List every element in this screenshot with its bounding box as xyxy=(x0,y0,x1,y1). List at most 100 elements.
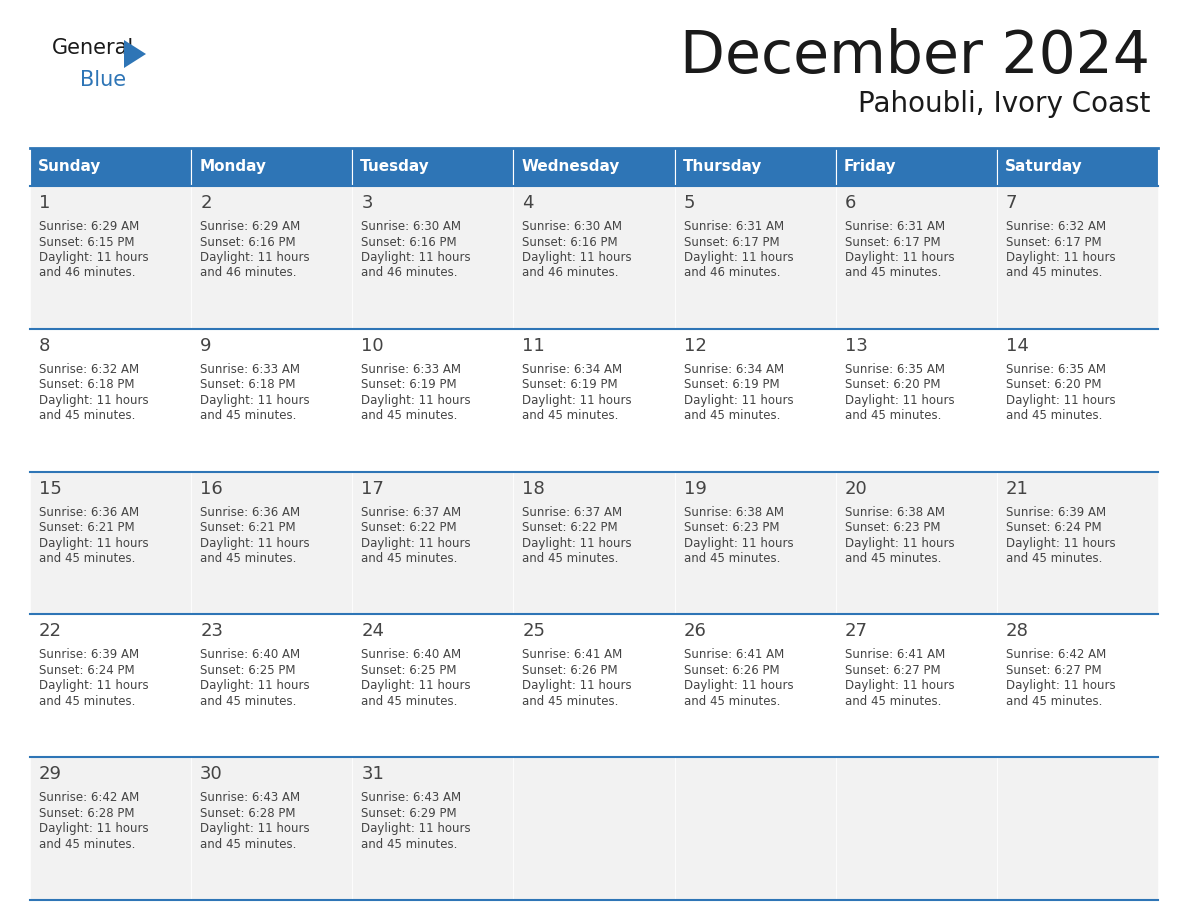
Bar xyxy=(675,186,835,329)
Bar xyxy=(997,614,1158,757)
Text: Daylight: 11 hours: Daylight: 11 hours xyxy=(200,679,310,692)
Text: 28: 28 xyxy=(1006,622,1029,641)
Text: 26: 26 xyxy=(683,622,707,641)
Text: Daylight: 11 hours: Daylight: 11 hours xyxy=(1006,679,1116,692)
Text: Sunrise: 6:37 AM: Sunrise: 6:37 AM xyxy=(361,506,461,519)
Text: and 46 minutes.: and 46 minutes. xyxy=(523,266,619,279)
Text: 17: 17 xyxy=(361,479,384,498)
Text: Sunrise: 6:41 AM: Sunrise: 6:41 AM xyxy=(523,648,623,661)
Text: Sunset: 6:27 PM: Sunset: 6:27 PM xyxy=(845,664,941,677)
Text: Sunset: 6:15 PM: Sunset: 6:15 PM xyxy=(39,236,134,249)
Text: 8: 8 xyxy=(39,337,50,354)
Text: Sunset: 6:20 PM: Sunset: 6:20 PM xyxy=(1006,378,1101,391)
Text: Sunset: 6:22 PM: Sunset: 6:22 PM xyxy=(523,521,618,534)
Text: Sunrise: 6:34 AM: Sunrise: 6:34 AM xyxy=(683,363,784,375)
Text: Daylight: 11 hours: Daylight: 11 hours xyxy=(1006,251,1116,264)
Bar xyxy=(191,148,353,186)
Text: 29: 29 xyxy=(39,766,62,783)
Text: Sunrise: 6:43 AM: Sunrise: 6:43 AM xyxy=(361,791,461,804)
Text: Daylight: 11 hours: Daylight: 11 hours xyxy=(361,823,470,835)
Text: and 45 minutes.: and 45 minutes. xyxy=(200,552,297,565)
Text: Daylight: 11 hours: Daylight: 11 hours xyxy=(361,537,470,550)
Text: Daylight: 11 hours: Daylight: 11 hours xyxy=(200,394,310,407)
Text: Sunrise: 6:32 AM: Sunrise: 6:32 AM xyxy=(1006,220,1106,233)
Text: Daylight: 11 hours: Daylight: 11 hours xyxy=(683,679,794,692)
Bar xyxy=(191,757,353,900)
Text: 25: 25 xyxy=(523,622,545,641)
Text: and 45 minutes.: and 45 minutes. xyxy=(361,552,457,565)
Text: Daylight: 11 hours: Daylight: 11 hours xyxy=(39,251,148,264)
Text: and 45 minutes.: and 45 minutes. xyxy=(523,552,619,565)
Text: 2: 2 xyxy=(200,194,211,212)
Text: 21: 21 xyxy=(1006,479,1029,498)
Text: General: General xyxy=(52,38,134,58)
Text: Daylight: 11 hours: Daylight: 11 hours xyxy=(683,251,794,264)
Bar xyxy=(191,186,353,329)
Text: Sunset: 6:26 PM: Sunset: 6:26 PM xyxy=(683,664,779,677)
Text: Sunset: 6:16 PM: Sunset: 6:16 PM xyxy=(200,236,296,249)
Text: Monday: Monday xyxy=(200,160,266,174)
Text: and 45 minutes.: and 45 minutes. xyxy=(361,695,457,708)
Text: Daylight: 11 hours: Daylight: 11 hours xyxy=(39,823,148,835)
Bar xyxy=(835,614,997,757)
Text: Sunset: 6:22 PM: Sunset: 6:22 PM xyxy=(361,521,457,534)
Bar xyxy=(353,472,513,614)
Text: Sunrise: 6:29 AM: Sunrise: 6:29 AM xyxy=(39,220,139,233)
Bar xyxy=(353,186,513,329)
Text: Daylight: 11 hours: Daylight: 11 hours xyxy=(1006,394,1116,407)
Text: 1: 1 xyxy=(39,194,50,212)
Text: Sunset: 6:24 PM: Sunset: 6:24 PM xyxy=(39,664,134,677)
Text: 18: 18 xyxy=(523,479,545,498)
Text: Daylight: 11 hours: Daylight: 11 hours xyxy=(683,394,794,407)
Bar xyxy=(30,148,191,186)
Bar xyxy=(675,472,835,614)
Text: and 45 minutes.: and 45 minutes. xyxy=(1006,695,1102,708)
Bar xyxy=(353,757,513,900)
Text: Sunset: 6:26 PM: Sunset: 6:26 PM xyxy=(523,664,618,677)
Text: Sunset: 6:16 PM: Sunset: 6:16 PM xyxy=(361,236,457,249)
Text: Blue: Blue xyxy=(80,70,126,90)
Text: and 46 minutes.: and 46 minutes. xyxy=(683,266,781,279)
Bar xyxy=(997,329,1158,472)
Text: 5: 5 xyxy=(683,194,695,212)
Bar xyxy=(513,148,675,186)
Text: 31: 31 xyxy=(361,766,384,783)
Text: Daylight: 11 hours: Daylight: 11 hours xyxy=(845,251,954,264)
Bar xyxy=(835,757,997,900)
Text: Daylight: 11 hours: Daylight: 11 hours xyxy=(523,251,632,264)
Text: and 45 minutes.: and 45 minutes. xyxy=(1006,266,1102,279)
Text: and 45 minutes.: and 45 minutes. xyxy=(361,409,457,422)
Text: and 45 minutes.: and 45 minutes. xyxy=(523,695,619,708)
Text: Sunrise: 6:36 AM: Sunrise: 6:36 AM xyxy=(39,506,139,519)
Text: Sunset: 6:19 PM: Sunset: 6:19 PM xyxy=(361,378,457,391)
Text: Daylight: 11 hours: Daylight: 11 hours xyxy=(683,537,794,550)
Text: and 45 minutes.: and 45 minutes. xyxy=(200,695,297,708)
Text: Sunrise: 6:29 AM: Sunrise: 6:29 AM xyxy=(200,220,301,233)
Text: Sunrise: 6:35 AM: Sunrise: 6:35 AM xyxy=(1006,363,1106,375)
Text: Saturday: Saturday xyxy=(1005,160,1082,174)
Text: Daylight: 11 hours: Daylight: 11 hours xyxy=(523,537,632,550)
Text: 23: 23 xyxy=(200,622,223,641)
Bar xyxy=(30,472,191,614)
Text: 13: 13 xyxy=(845,337,867,354)
Bar xyxy=(513,472,675,614)
Text: and 45 minutes.: and 45 minutes. xyxy=(845,695,941,708)
Text: 4: 4 xyxy=(523,194,533,212)
Text: Sunset: 6:18 PM: Sunset: 6:18 PM xyxy=(39,378,134,391)
Text: Daylight: 11 hours: Daylight: 11 hours xyxy=(845,679,954,692)
Text: Sunday: Sunday xyxy=(38,160,101,174)
Text: and 46 minutes.: and 46 minutes. xyxy=(361,266,457,279)
Text: Sunrise: 6:30 AM: Sunrise: 6:30 AM xyxy=(523,220,623,233)
Text: Sunset: 6:27 PM: Sunset: 6:27 PM xyxy=(1006,664,1101,677)
Text: Sunrise: 6:33 AM: Sunrise: 6:33 AM xyxy=(361,363,461,375)
Text: Sunset: 6:24 PM: Sunset: 6:24 PM xyxy=(1006,521,1101,534)
Bar xyxy=(191,329,353,472)
Text: Sunset: 6:19 PM: Sunset: 6:19 PM xyxy=(683,378,779,391)
Text: Thursday: Thursday xyxy=(683,160,762,174)
Text: 27: 27 xyxy=(845,622,867,641)
Text: Daylight: 11 hours: Daylight: 11 hours xyxy=(39,394,148,407)
Text: Sunset: 6:20 PM: Sunset: 6:20 PM xyxy=(845,378,940,391)
Text: 24: 24 xyxy=(361,622,384,641)
Text: Sunset: 6:29 PM: Sunset: 6:29 PM xyxy=(361,807,457,820)
Text: Friday: Friday xyxy=(843,160,896,174)
